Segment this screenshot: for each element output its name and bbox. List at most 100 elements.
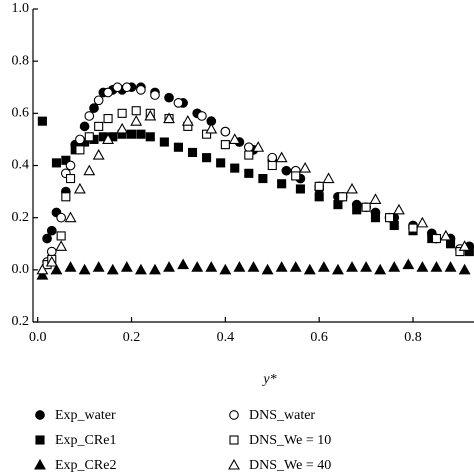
marker <box>205 122 218 134</box>
marker <box>275 261 288 272</box>
marker <box>106 263 119 275</box>
marker <box>352 205 362 215</box>
marker <box>314 192 324 202</box>
marker <box>291 171 301 181</box>
marker <box>243 142 254 153</box>
legend-marker <box>34 458 46 470</box>
marker <box>220 140 230 150</box>
marker <box>173 98 184 108</box>
marker <box>281 165 292 176</box>
marker <box>205 261 218 272</box>
marker <box>159 137 169 147</box>
marker <box>458 263 471 275</box>
y-tick-label: 0.2 <box>12 210 30 225</box>
marker <box>51 158 62 168</box>
x-tick-label: 0.2 <box>123 330 141 345</box>
marker <box>75 145 85 155</box>
x-tick-label: 0.0 <box>29 330 47 345</box>
marker <box>202 153 212 163</box>
marker <box>164 92 174 103</box>
marker <box>84 132 94 142</box>
marker <box>65 173 76 184</box>
marker <box>78 263 91 275</box>
marker <box>385 213 395 223</box>
marker <box>430 261 443 272</box>
legend-label: Exp_CRe1 <box>55 433 116 448</box>
legend-label: DNS_water <box>249 408 315 423</box>
marker <box>197 111 207 121</box>
marker <box>84 111 95 121</box>
marker <box>346 182 358 194</box>
marker <box>388 261 401 272</box>
marker <box>439 229 452 241</box>
marker <box>103 87 113 98</box>
marker <box>408 223 418 233</box>
marker <box>244 168 254 178</box>
y-tick-label: 0.6 <box>12 106 30 121</box>
marker <box>65 160 76 171</box>
marker <box>149 263 161 275</box>
x-tick-label: 0.6 <box>310 330 328 345</box>
marker <box>431 233 442 244</box>
marker <box>177 258 190 270</box>
marker <box>102 133 114 144</box>
marker <box>37 116 47 126</box>
marker <box>416 216 429 228</box>
marker <box>92 261 105 272</box>
legend-marker <box>229 435 239 445</box>
x-axis-label: y* <box>261 372 276 387</box>
legend-marker <box>229 410 239 420</box>
marker <box>267 152 278 163</box>
marker <box>89 103 99 113</box>
marker <box>92 148 105 160</box>
marker <box>61 192 71 202</box>
marker <box>317 261 330 272</box>
marker <box>46 246 57 257</box>
marker <box>56 212 66 223</box>
marker <box>277 179 287 189</box>
marker <box>247 261 260 272</box>
marker <box>103 114 113 124</box>
marker <box>314 181 324 191</box>
marker <box>73 182 86 194</box>
marker <box>126 129 137 139</box>
legend-marker <box>35 435 45 445</box>
marker <box>93 95 104 106</box>
legend-marker <box>35 410 45 420</box>
marker <box>402 258 415 270</box>
marker <box>116 122 129 134</box>
marker <box>267 160 277 171</box>
marker <box>145 132 155 142</box>
marker <box>64 211 77 223</box>
marker <box>219 263 232 275</box>
x-tick-label: 0.8 <box>404 330 422 345</box>
marker <box>416 261 429 272</box>
marker <box>216 158 226 168</box>
marker <box>346 261 358 272</box>
marker <box>458 240 471 251</box>
marker <box>303 263 316 275</box>
marker <box>55 240 68 251</box>
marker <box>230 163 240 173</box>
marker <box>360 261 373 272</box>
marker <box>163 261 175 272</box>
marker <box>289 261 302 272</box>
marker <box>79 121 90 132</box>
marker <box>333 200 343 210</box>
marker <box>220 126 231 137</box>
marker <box>361 202 371 212</box>
marker <box>136 85 146 95</box>
marker <box>136 129 146 139</box>
marker <box>295 184 305 194</box>
y-tick-label: 1.0 <box>12 1 30 16</box>
marker <box>45 255 58 267</box>
marker <box>332 263 344 275</box>
marker <box>191 261 204 272</box>
marker <box>36 263 49 275</box>
marker <box>36 268 49 280</box>
marker <box>50 263 63 275</box>
marker <box>261 263 274 275</box>
marker <box>144 109 157 121</box>
marker <box>252 141 265 152</box>
